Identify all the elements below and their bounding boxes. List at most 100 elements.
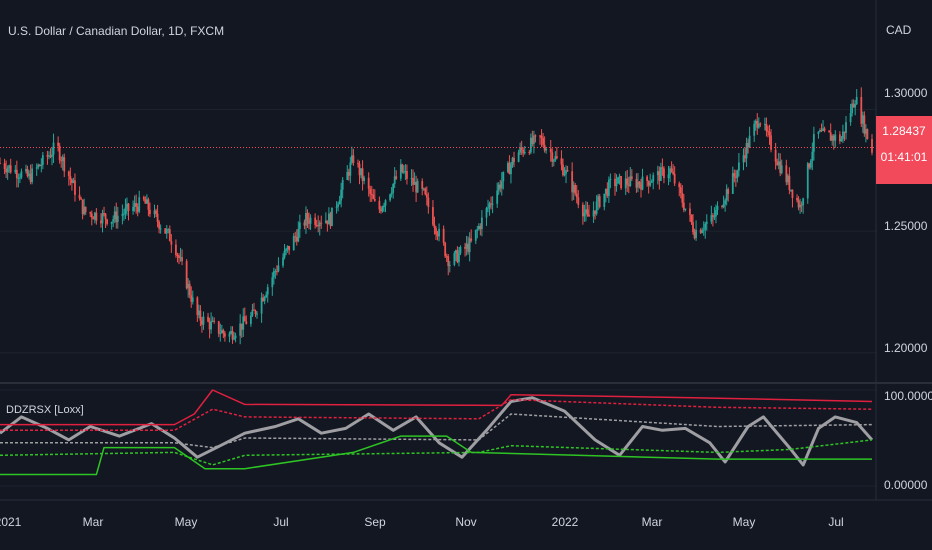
candle-body xyxy=(640,184,642,190)
candle-body xyxy=(551,152,554,162)
candle-body xyxy=(207,316,209,322)
candle-body xyxy=(133,203,136,207)
candle-body xyxy=(46,155,49,157)
candle-body xyxy=(266,287,269,295)
candle-body xyxy=(588,214,590,217)
candle-body xyxy=(176,255,179,257)
candle-body xyxy=(25,168,27,172)
last-price-value: 1.28437 xyxy=(882,124,926,138)
candle-body xyxy=(630,176,633,179)
candle-body xyxy=(606,188,609,196)
candle-body xyxy=(308,220,310,224)
candle-body xyxy=(765,123,768,131)
candle-body xyxy=(305,213,307,226)
candle-body xyxy=(603,193,606,207)
candle-body xyxy=(132,206,134,211)
candle-body xyxy=(9,165,12,173)
price-tick: 1.25000 xyxy=(884,219,928,233)
candle-body xyxy=(424,188,427,195)
candle-body xyxy=(583,212,586,217)
candle-body xyxy=(701,230,704,233)
candle-body xyxy=(849,113,852,123)
candle-body xyxy=(410,177,413,179)
candle-body xyxy=(167,229,170,231)
candle-body xyxy=(790,189,792,191)
time-tick: Jul xyxy=(828,515,844,529)
candle-body xyxy=(242,316,245,330)
candle-body xyxy=(0,163,1,165)
candle-body xyxy=(673,173,676,184)
candle-body xyxy=(331,207,333,227)
candle-body xyxy=(788,175,791,190)
candle-body xyxy=(83,206,86,215)
candle-body xyxy=(791,189,794,198)
upper-band-line xyxy=(0,398,873,432)
candle-body xyxy=(103,213,105,215)
candle-body xyxy=(764,123,766,125)
candle-body xyxy=(324,220,327,223)
candle-body xyxy=(496,190,499,204)
candle-body xyxy=(725,189,728,201)
candle-body xyxy=(389,194,392,201)
candle-body xyxy=(135,203,138,207)
candle-body xyxy=(35,167,38,169)
candle-body xyxy=(84,206,87,213)
candle-body xyxy=(317,224,320,227)
candle-body xyxy=(672,171,675,174)
candle-body xyxy=(812,134,815,152)
upper-band-line xyxy=(0,389,873,426)
candle-body xyxy=(499,184,502,189)
candle-body xyxy=(667,174,670,179)
candle-body xyxy=(272,271,275,278)
candle-body xyxy=(309,217,312,224)
candle-body xyxy=(607,180,610,196)
candle-body xyxy=(454,250,457,254)
candle-body xyxy=(670,168,673,172)
candle-body xyxy=(256,313,258,315)
candle-body xyxy=(747,143,749,148)
candle-body xyxy=(199,310,202,321)
candle-body xyxy=(459,246,462,254)
candle-body xyxy=(155,210,157,214)
candle-body xyxy=(693,232,696,239)
candle-body xyxy=(843,131,846,133)
candle-body xyxy=(51,154,53,157)
candle-body xyxy=(338,200,341,205)
candle-body xyxy=(597,196,600,202)
candle-body xyxy=(806,163,809,199)
candle-body xyxy=(233,338,235,340)
candle-body xyxy=(539,135,541,137)
candle-body xyxy=(734,176,737,178)
candle-body xyxy=(48,155,50,157)
candle-body xyxy=(263,297,266,302)
candle-body xyxy=(314,217,317,225)
candle-body xyxy=(620,176,623,189)
candle-body xyxy=(832,135,835,141)
candle-body xyxy=(190,295,193,302)
candle-body xyxy=(17,177,20,179)
candle-body xyxy=(74,180,76,195)
candle-body xyxy=(49,155,52,157)
candle-body xyxy=(637,181,639,188)
candle-body xyxy=(776,161,779,166)
candle-body xyxy=(780,165,783,174)
candle-body xyxy=(704,223,707,230)
candle-body xyxy=(230,330,232,334)
candle-body xyxy=(470,238,473,241)
candle-body xyxy=(165,229,168,234)
candle-body xyxy=(487,207,489,209)
time-tick: Jul xyxy=(273,515,289,529)
candle-body xyxy=(690,214,693,223)
candle-body xyxy=(523,151,526,154)
candle-body xyxy=(468,238,471,252)
candle-body xyxy=(785,165,788,183)
candle-body xyxy=(282,257,284,266)
candle-body xyxy=(392,183,395,193)
candle-body xyxy=(722,204,725,207)
candle-body xyxy=(228,333,231,337)
candle-body xyxy=(381,207,384,212)
candle-body xyxy=(60,160,63,162)
candle-body xyxy=(358,163,361,176)
candle-body xyxy=(254,310,257,314)
